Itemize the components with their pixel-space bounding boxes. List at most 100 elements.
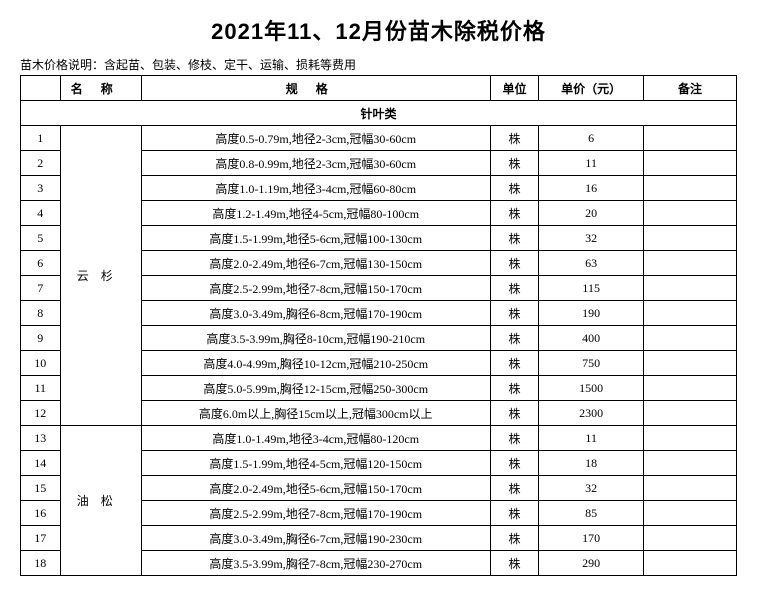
- row-price: 11: [539, 426, 644, 451]
- row-index: 16: [21, 501, 61, 526]
- row-spec: 高度6.0m以上,胸径15cm以上,冠幅300cm以上: [141, 401, 490, 426]
- row-price: 20: [539, 201, 644, 226]
- price-note: 苗木价格说明：含起苗、包装、修枝、定干、运输、损耗等费用: [20, 56, 737, 73]
- row-index: 14: [21, 451, 61, 476]
- row-index: 4: [21, 201, 61, 226]
- row-index: 9: [21, 326, 61, 351]
- row-remark: [643, 401, 736, 426]
- row-unit: 株: [490, 426, 539, 451]
- page-title: 2021年11、12月份苗木除税价格: [20, 14, 737, 46]
- row-unit: 株: [490, 226, 539, 251]
- row-remark: [643, 451, 736, 476]
- row-remark: [643, 326, 736, 351]
- price-table: 名称 规格 单位 单价（元） 备注 针叶类 1云杉高度0.5-0.79m,地径2…: [20, 75, 737, 576]
- row-price: 63: [539, 251, 644, 276]
- row-price: 1500: [539, 376, 644, 401]
- row-unit: 株: [490, 401, 539, 426]
- row-price: 32: [539, 226, 644, 251]
- row-remark: [643, 226, 736, 251]
- row-index: 3: [21, 176, 61, 201]
- row-index: 12: [21, 401, 61, 426]
- header-name: 名称: [60, 76, 141, 101]
- row-spec: 高度5.0-5.99m,胸径12-15cm,冠幅250-300cm: [141, 376, 490, 401]
- row-remark: [643, 301, 736, 326]
- row-unit: 株: [490, 551, 539, 576]
- row-price: 400: [539, 326, 644, 351]
- row-unit: 株: [490, 301, 539, 326]
- table-body: 针叶类 1云杉高度0.5-0.79m,地径2-3cm,冠幅30-60cm株62高…: [21, 101, 737, 576]
- row-remark: [643, 426, 736, 451]
- row-unit: 株: [490, 176, 539, 201]
- header-unit: 单位: [490, 76, 539, 101]
- row-spec: 高度2.0-2.49m,地径5-6cm,冠幅150-170cm: [141, 476, 490, 501]
- row-unit: 株: [490, 326, 539, 351]
- section-row: 针叶类: [21, 101, 737, 126]
- row-spec: 高度1.0-1.49m,地径3-4cm,冠幅80-120cm: [141, 426, 490, 451]
- row-spec: 高度3.0-3.49m,胸径6-8cm,冠幅170-190cm: [141, 301, 490, 326]
- row-spec: 高度4.0-4.99m,胸径10-12cm,冠幅210-250cm: [141, 351, 490, 376]
- row-index: 18: [21, 551, 61, 576]
- row-index: 13: [21, 426, 61, 451]
- table-header-row: 名称 规格 单位 单价（元） 备注: [21, 76, 737, 101]
- row-index: 11: [21, 376, 61, 401]
- row-remark: [643, 376, 736, 401]
- header-price: 单价（元）: [539, 76, 644, 101]
- section-label: 针叶类: [21, 101, 737, 126]
- header-spec: 规格: [141, 76, 490, 101]
- row-remark: [643, 176, 736, 201]
- row-name: 云杉: [60, 126, 141, 426]
- row-price: 11: [539, 151, 644, 176]
- row-remark: [643, 151, 736, 176]
- row-price: 2300: [539, 401, 644, 426]
- row-unit: 株: [490, 126, 539, 151]
- row-remark: [643, 526, 736, 551]
- row-index: 7: [21, 276, 61, 301]
- row-remark: [643, 476, 736, 501]
- header-blank: [21, 76, 61, 101]
- row-price: 170: [539, 526, 644, 551]
- header-remark: 备注: [643, 76, 736, 101]
- row-index: 1: [21, 126, 61, 151]
- row-spec: 高度1.5-1.99m,地径4-5cm,冠幅120-150cm: [141, 451, 490, 476]
- row-index: 17: [21, 526, 61, 551]
- row-price: 190: [539, 301, 644, 326]
- row-price: 18: [539, 451, 644, 476]
- row-spec: 高度3.5-3.99m,胸径7-8cm,冠幅230-270cm: [141, 551, 490, 576]
- row-spec: 高度3.5-3.99m,胸径8-10cm,冠幅190-210cm: [141, 326, 490, 351]
- table-row: 13油松高度1.0-1.49m,地径3-4cm,冠幅80-120cm株11: [21, 426, 737, 451]
- row-index: 10: [21, 351, 61, 376]
- row-remark: [643, 351, 736, 376]
- row-unit: 株: [490, 276, 539, 301]
- row-index: 15: [21, 476, 61, 501]
- row-spec: 高度2.5-2.99m,地径7-8cm,冠幅170-190cm: [141, 501, 490, 526]
- row-spec: 高度2.5-2.99m,地径7-8cm,冠幅150-170cm: [141, 276, 490, 301]
- row-spec: 高度0.8-0.99m,地径2-3cm,冠幅30-60cm: [141, 151, 490, 176]
- row-remark: [643, 276, 736, 301]
- row-spec: 高度1.2-1.49m,地径4-5cm,冠幅80-100cm: [141, 201, 490, 226]
- row-remark: [643, 551, 736, 576]
- row-name: 油松: [60, 426, 141, 576]
- row-spec: 高度1.0-1.19m,地径3-4cm,冠幅60-80cm: [141, 176, 490, 201]
- row-remark: [643, 501, 736, 526]
- table-row: 1云杉高度0.5-0.79m,地径2-3cm,冠幅30-60cm株6: [21, 126, 737, 151]
- row-spec: 高度1.5-1.99m,地径5-6cm,冠幅100-130cm: [141, 226, 490, 251]
- row-unit: 株: [490, 501, 539, 526]
- row-unit: 株: [490, 251, 539, 276]
- row-price: 85: [539, 501, 644, 526]
- row-price: 16: [539, 176, 644, 201]
- row-spec: 高度0.5-0.79m,地径2-3cm,冠幅30-60cm: [141, 126, 490, 151]
- row-unit: 株: [490, 451, 539, 476]
- row-spec: 高度2.0-2.49m,地径6-7cm,冠幅130-150cm: [141, 251, 490, 276]
- row-price: 750: [539, 351, 644, 376]
- row-index: 6: [21, 251, 61, 276]
- row-index: 2: [21, 151, 61, 176]
- row-index: 5: [21, 226, 61, 251]
- row-unit: 株: [490, 151, 539, 176]
- row-unit: 株: [490, 476, 539, 501]
- row-spec: 高度3.0-3.49m,胸径6-7cm,冠幅190-230cm: [141, 526, 490, 551]
- row-index: 8: [21, 301, 61, 326]
- row-remark: [643, 201, 736, 226]
- row-unit: 株: [490, 376, 539, 401]
- row-price: 290: [539, 551, 644, 576]
- row-remark: [643, 251, 736, 276]
